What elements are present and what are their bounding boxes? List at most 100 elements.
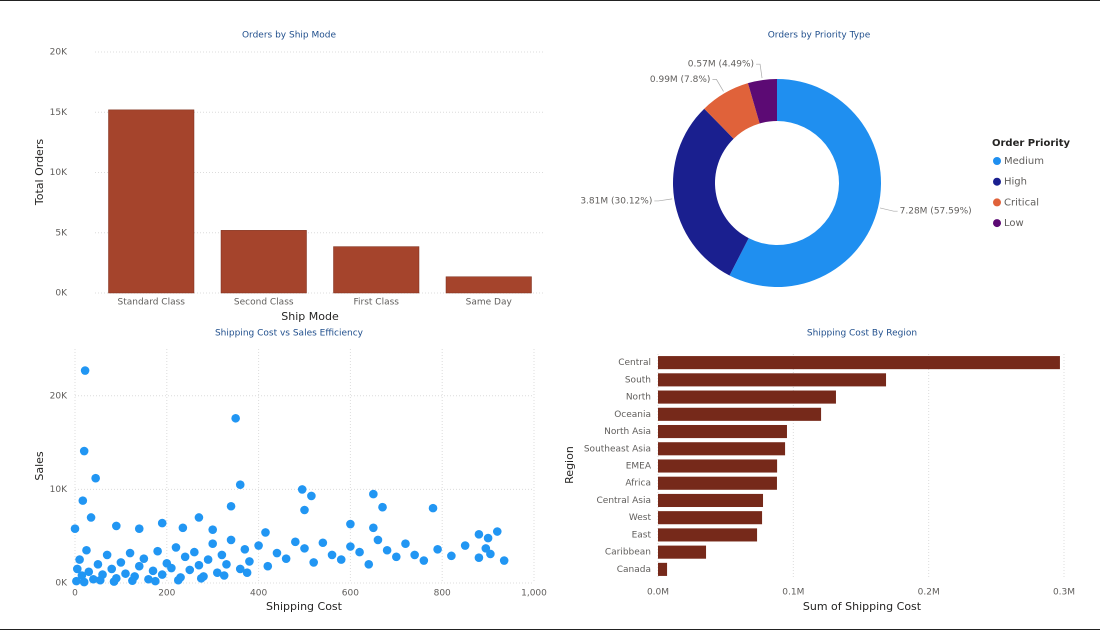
y-tick-label: Central Asia: [597, 496, 652, 506]
bar: [658, 493, 764, 508]
scatter-point: [336, 555, 346, 564]
scatter-point: [93, 559, 103, 569]
y-tick-label: West: [629, 513, 652, 523]
bar: [658, 390, 836, 404]
y-tick-label: EMEA: [626, 462, 652, 472]
scatter-point: [134, 524, 144, 534]
bar: [220, 230, 307, 294]
scatter-point: [242, 568, 252, 578]
leader-line: [879, 207, 898, 212]
scatter-point: [483, 533, 493, 543]
scatter-point: [212, 568, 222, 578]
scatter-point: [369, 489, 378, 499]
scatter-point: [474, 553, 484, 563]
y-tick-label: Caribbean: [605, 548, 651, 558]
scatter-point: [75, 555, 84, 564]
y-tick-label: 0K: [55, 289, 68, 299]
y-tick-label: Africa: [625, 479, 651, 489]
scatter-point: [80, 366, 90, 375]
x-tick-label: Same Day: [466, 298, 513, 308]
scatter-point: [151, 576, 160, 586]
scatter-point: [77, 571, 87, 580]
bar: [658, 407, 822, 421]
scatter-point: [433, 545, 442, 554]
scatter-point: [307, 491, 316, 501]
scatter-point: [378, 502, 387, 512]
bar: [658, 424, 787, 439]
scatter-point: [222, 559, 231, 569]
y-tick-label: East: [632, 530, 652, 540]
bar: [658, 356, 1060, 370]
scatter-point: [373, 535, 383, 545]
scatter-point: [364, 559, 374, 569]
scatter-point: [419, 556, 429, 565]
scatter-point: [254, 541, 263, 550]
bar: [108, 109, 195, 294]
data-label: 3.81M (30.12%): [580, 196, 652, 206]
scatter-point: [194, 513, 204, 522]
bar: [658, 373, 887, 387]
x-tick-label: 0: [72, 589, 78, 599]
y-tick-label: Southeast Asia: [584, 444, 651, 454]
scatter-point: [109, 577, 119, 586]
scatter-point: [447, 551, 456, 561]
scatter-point: [196, 574, 206, 583]
chart-title: Orders by Ship Mode: [242, 31, 337, 41]
bar: [658, 511, 763, 525]
legend-label: High: [1004, 177, 1027, 188]
x-tick-label: 0.3M: [1053, 588, 1075, 598]
scatter-point: [208, 525, 217, 534]
scatter-point: [70, 524, 80, 534]
scatter-point: [72, 564, 82, 574]
bar: [333, 246, 420, 294]
scatter-point: [125, 548, 135, 558]
legend-label: Medium: [1004, 156, 1044, 167]
scatter-point: [226, 535, 236, 545]
scatter-point: [185, 565, 195, 575]
donut-slice: [704, 83, 760, 139]
leader-line: [654, 198, 673, 202]
scatter-point: [72, 576, 81, 586]
scatter-point: [91, 473, 100, 483]
bar: [658, 476, 777, 490]
scatter-point: [78, 496, 88, 505]
scatter-point: [86, 513, 96, 522]
data-label: 7.28M (57.59%): [900, 207, 972, 217]
scatter-point: [327, 550, 337, 560]
scatter-point: [121, 569, 130, 578]
x-tick-label: 1,000: [521, 589, 547, 599]
scatter-point: [180, 552, 190, 562]
scatter-point: [157, 570, 167, 579]
donut-slice: [673, 108, 749, 276]
legend-title: Order Priority: [992, 138, 1070, 149]
scatter-point: [217, 550, 227, 560]
scatter-point: [318, 538, 328, 548]
legend-label: Low: [1004, 218, 1024, 229]
scatter-point: [95, 575, 105, 585]
scatter-point: [410, 550, 419, 560]
bar: [658, 442, 786, 456]
y-tick-label: Oceania: [614, 410, 651, 420]
scatter-point: [82, 545, 91, 555]
scatter-point: [208, 539, 217, 548]
scatter-point: [309, 558, 318, 567]
scatter-point: [346, 519, 355, 529]
y-tick-label: 20K: [50, 48, 68, 58]
scatter-point: [148, 566, 158, 576]
scatter-point: [355, 547, 364, 557]
data-label: 0.99M (7.8%): [650, 75, 711, 85]
x-tick-label: 800: [434, 589, 451, 599]
scatter-point: [369, 523, 378, 533]
y-axis-title: Region: [563, 446, 576, 484]
legend-swatch: [993, 219, 1001, 228]
scatter-point: [474, 530, 484, 539]
scatter-point: [173, 575, 183, 585]
x-tick-label: 600: [342, 589, 359, 599]
x-tick-label: First Class: [354, 298, 400, 308]
scatter-point: [240, 545, 250, 554]
scatter-point: [107, 564, 117, 574]
x-tick-label: Standard Class: [118, 298, 186, 308]
scatter-point: [116, 558, 126, 567]
scatter-point: [297, 485, 307, 494]
